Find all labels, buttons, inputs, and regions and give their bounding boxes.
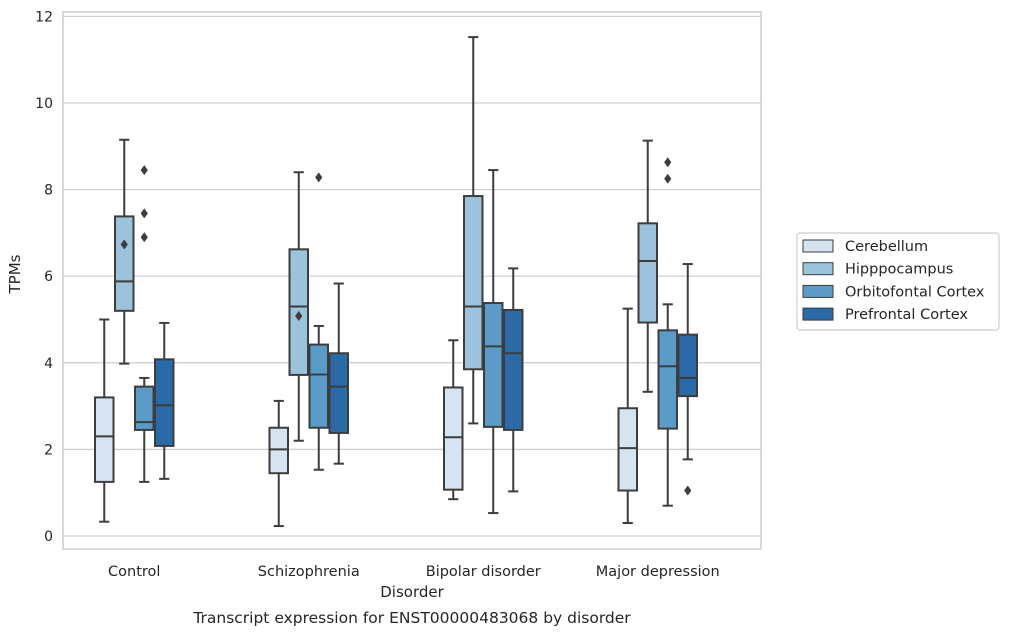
box-group xyxy=(657,157,678,507)
box xyxy=(617,407,638,492)
legend-label: Cerebellum xyxy=(845,239,928,255)
axes: 0 2 4 6 8 10 12 Control Schizophrenia Bipolar dis… xyxy=(35,9,762,580)
box-group xyxy=(154,321,175,480)
legend-label: Prefrontal Cortex xyxy=(845,307,968,323)
box xyxy=(268,426,289,475)
y-tick-label: 0 xyxy=(44,529,53,545)
box xyxy=(677,333,698,398)
box-group xyxy=(463,36,484,425)
outlier-point xyxy=(140,165,148,176)
box-group xyxy=(677,263,698,496)
box xyxy=(637,222,658,324)
box xyxy=(328,352,349,434)
outlier-point xyxy=(295,311,303,322)
legend-swatch xyxy=(802,239,834,253)
box-group xyxy=(328,282,349,465)
box xyxy=(503,308,524,431)
y-axis-label: TPMs xyxy=(6,254,24,294)
box-group xyxy=(288,171,309,442)
x-tick-label: Control xyxy=(108,564,160,580)
box-group xyxy=(134,165,155,483)
x-tick-label: Bipolar disorder xyxy=(426,564,541,580)
box xyxy=(657,329,678,430)
x-tick-label: Major depression xyxy=(596,564,720,580)
box-group xyxy=(483,169,504,515)
gridlines xyxy=(63,15,761,537)
outlier-point xyxy=(315,172,323,183)
x-tick-label: Schizophrenia xyxy=(258,564,360,580)
box xyxy=(134,385,155,431)
box-group xyxy=(503,267,524,493)
box xyxy=(308,343,329,429)
y-tick-label: 12 xyxy=(35,9,53,25)
outlier-point xyxy=(664,173,672,184)
box-group xyxy=(94,318,115,523)
y-tick-label: 2 xyxy=(44,442,53,458)
box-group xyxy=(443,339,464,501)
y-tick-label: 4 xyxy=(44,356,53,372)
legend: Cerebellum Hipppocampus Orbitofontal Corte… xyxy=(796,232,1000,331)
box-group xyxy=(114,138,135,365)
box xyxy=(483,302,504,428)
box-group xyxy=(308,172,329,471)
box-group xyxy=(617,307,638,525)
outlier-point xyxy=(664,157,672,168)
legend-label: Orbitofontal Cortex xyxy=(845,284,985,300)
outlier-point xyxy=(140,232,148,243)
x-axis-label: Disorder xyxy=(380,583,444,601)
box xyxy=(463,195,484,371)
legend-swatch xyxy=(802,284,834,298)
box xyxy=(114,215,135,312)
y-tick-label: 8 xyxy=(44,183,53,199)
plot-frame xyxy=(62,11,762,550)
outlier-point xyxy=(684,485,692,496)
legend-swatch xyxy=(802,262,834,276)
outlier-point xyxy=(140,208,148,219)
box xyxy=(94,396,115,483)
box-plot-series xyxy=(94,36,698,528)
legend-swatch xyxy=(802,307,834,321)
box-group xyxy=(268,399,289,528)
box xyxy=(443,386,464,491)
outlier-point xyxy=(120,239,128,250)
box-group xyxy=(637,139,658,393)
y-tick-label: 6 xyxy=(44,269,53,285)
box xyxy=(154,358,175,447)
legend-frame xyxy=(796,232,1000,331)
y-tick-label: 10 xyxy=(35,96,53,112)
chart-caption: Transcript expression for ENST0000048306… xyxy=(192,609,631,627)
legend-label: Hipppocampus xyxy=(845,262,953,278)
